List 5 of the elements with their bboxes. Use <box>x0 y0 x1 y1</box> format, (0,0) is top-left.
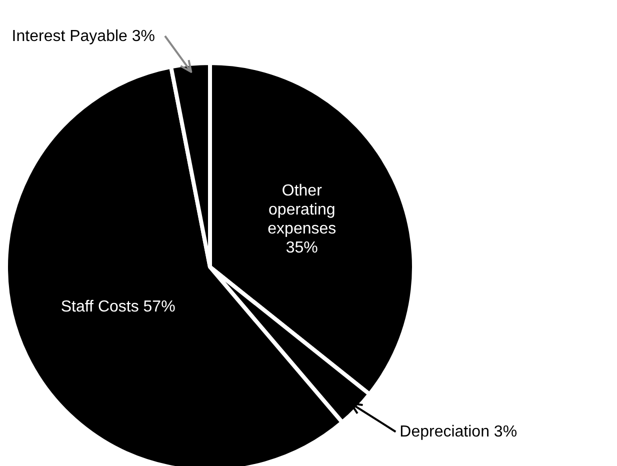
slice-label: Interest Payable 3% <box>12 28 155 45</box>
data-label: 35% <box>286 240 318 257</box>
slice-label: Other operating expenses <box>268 182 336 238</box>
slice-label: Staff Costs 57% <box>60 298 176 316</box>
slice-label: Depreciation 3% <box>400 424 518 441</box>
